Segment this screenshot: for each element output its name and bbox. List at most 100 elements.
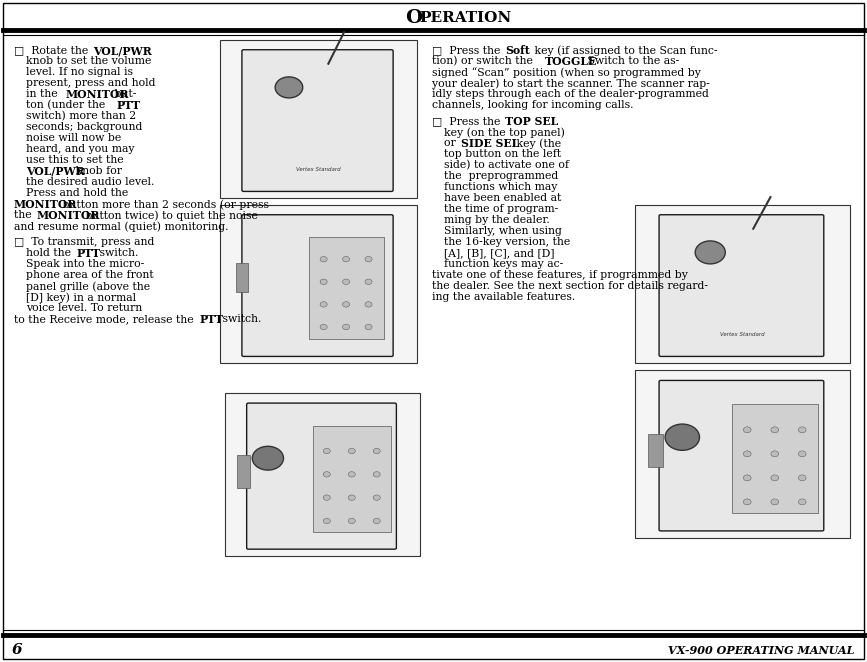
FancyBboxPatch shape bbox=[242, 50, 393, 191]
Text: PTT: PTT bbox=[116, 100, 140, 111]
Text: PTT: PTT bbox=[200, 314, 224, 325]
Text: switch) more than 2: switch) more than 2 bbox=[26, 111, 136, 121]
Circle shape bbox=[349, 448, 355, 453]
Text: ing the available features.: ing the available features. bbox=[432, 292, 575, 302]
Text: □  To transmit, press and: □ To transmit, press and bbox=[14, 237, 154, 247]
Circle shape bbox=[349, 495, 355, 500]
Text: PTT: PTT bbox=[76, 248, 101, 259]
Text: functions which may: functions which may bbox=[444, 182, 557, 192]
Text: □  Press the: □ Press the bbox=[432, 45, 504, 55]
Circle shape bbox=[373, 495, 381, 500]
Circle shape bbox=[365, 279, 372, 285]
Bar bbox=[236, 263, 248, 292]
Circle shape bbox=[323, 448, 330, 453]
Text: key (the: key (the bbox=[513, 138, 561, 148]
Text: voice level. To return: voice level. To return bbox=[26, 303, 142, 313]
FancyBboxPatch shape bbox=[659, 214, 824, 356]
Bar bbox=[309, 236, 383, 340]
Circle shape bbox=[342, 324, 349, 330]
Text: the desired audio level.: the desired audio level. bbox=[26, 177, 154, 187]
Text: Switch to the as-: Switch to the as- bbox=[583, 56, 679, 66]
Text: TOGGLE: TOGGLE bbox=[544, 56, 596, 67]
Text: TOP SEL: TOP SEL bbox=[505, 116, 558, 127]
Circle shape bbox=[320, 279, 327, 285]
Text: the time of program-: the time of program- bbox=[444, 204, 558, 214]
Text: 6: 6 bbox=[12, 643, 23, 657]
Circle shape bbox=[799, 427, 806, 433]
Text: Soft: Soft bbox=[505, 45, 530, 56]
Circle shape bbox=[771, 475, 779, 481]
Text: but-: but- bbox=[111, 89, 136, 99]
Bar bbox=[635, 370, 850, 538]
Text: ton (under the: ton (under the bbox=[26, 100, 112, 111]
Text: idly steps through each of the dealer-programmed: idly steps through each of the dealer-pr… bbox=[432, 89, 709, 99]
Bar bbox=[237, 455, 251, 487]
Text: the: the bbox=[14, 210, 36, 220]
Text: PERATION: PERATION bbox=[419, 11, 512, 25]
Text: use this to set the: use this to set the bbox=[26, 155, 124, 165]
Circle shape bbox=[323, 471, 330, 477]
Circle shape bbox=[743, 475, 751, 481]
Text: SIDE SEL: SIDE SEL bbox=[461, 138, 519, 149]
Text: □  Press the: □ Press the bbox=[432, 116, 504, 126]
Text: MONITOR: MONITOR bbox=[65, 89, 129, 100]
Circle shape bbox=[373, 448, 381, 453]
Text: switch.: switch. bbox=[219, 314, 262, 324]
Text: the dealer. See the next section for details regard-: the dealer. See the next section for det… bbox=[432, 281, 708, 291]
Text: in the: in the bbox=[26, 89, 62, 99]
Text: knob to set the volume: knob to set the volume bbox=[26, 56, 152, 66]
Circle shape bbox=[342, 302, 349, 307]
FancyBboxPatch shape bbox=[659, 381, 824, 531]
Text: have been enabled at: have been enabled at bbox=[444, 193, 561, 203]
Text: Speak into the micro-: Speak into the micro- bbox=[26, 259, 144, 269]
Circle shape bbox=[349, 471, 355, 477]
Text: tivate one of these features, if programmed by: tivate one of these features, if program… bbox=[432, 270, 688, 280]
Text: and resume normal (quiet) monitoring.: and resume normal (quiet) monitoring. bbox=[14, 221, 229, 232]
Bar bbox=[732, 404, 818, 513]
Text: the 16-key version, the: the 16-key version, the bbox=[444, 237, 570, 247]
Text: key (on the top panel): key (on the top panel) bbox=[444, 127, 565, 138]
Circle shape bbox=[373, 471, 381, 477]
Circle shape bbox=[799, 499, 806, 505]
Text: panel grille (above the: panel grille (above the bbox=[26, 281, 150, 291]
Text: □  Rotate the: □ Rotate the bbox=[14, 45, 92, 55]
Circle shape bbox=[342, 279, 349, 285]
Text: your dealer) to start the scanner. The scanner rap-: your dealer) to start the scanner. The s… bbox=[432, 78, 710, 89]
Circle shape bbox=[320, 256, 327, 262]
Text: MONITOR: MONITOR bbox=[36, 210, 100, 221]
Text: present, press and hold: present, press and hold bbox=[26, 78, 155, 88]
Bar bbox=[648, 434, 663, 467]
Text: hold the: hold the bbox=[26, 248, 75, 258]
Circle shape bbox=[320, 324, 327, 330]
Circle shape bbox=[373, 518, 381, 524]
Text: top button on the left: top button on the left bbox=[444, 149, 561, 159]
FancyBboxPatch shape bbox=[247, 403, 396, 549]
Text: [D] key) in a normal: [D] key) in a normal bbox=[26, 292, 136, 303]
Circle shape bbox=[252, 446, 284, 470]
Text: noise will now be: noise will now be bbox=[26, 133, 121, 143]
Text: [A], [B], [C], and [D]: [A], [B], [C], and [D] bbox=[444, 248, 555, 258]
Bar bbox=[313, 426, 391, 532]
Text: the  preprogrammed: the preprogrammed bbox=[444, 171, 558, 181]
Circle shape bbox=[349, 518, 355, 524]
Text: VOL/PWR: VOL/PWR bbox=[93, 45, 152, 56]
Circle shape bbox=[320, 302, 327, 307]
Circle shape bbox=[799, 451, 806, 457]
Text: button twice) to quiet the noise: button twice) to quiet the noise bbox=[82, 210, 257, 220]
Text: function keys may ac-: function keys may ac- bbox=[444, 259, 564, 269]
Text: button more than 2 seconds (or press: button more than 2 seconds (or press bbox=[60, 199, 270, 210]
Circle shape bbox=[743, 499, 751, 505]
Bar bbox=[220, 40, 417, 198]
Circle shape bbox=[323, 495, 330, 500]
Circle shape bbox=[771, 499, 779, 505]
Text: tion) or switch the: tion) or switch the bbox=[432, 56, 537, 66]
Text: signed “Scan” position (when so programmed by: signed “Scan” position (when so programm… bbox=[432, 67, 701, 77]
Text: Vertex Standard: Vertex Standard bbox=[720, 332, 765, 337]
Text: Similarly, when using: Similarly, when using bbox=[444, 226, 562, 236]
Circle shape bbox=[342, 256, 349, 262]
Text: switch.: switch. bbox=[96, 248, 139, 258]
Text: side) to activate one of: side) to activate one of bbox=[444, 160, 569, 170]
Circle shape bbox=[771, 427, 779, 433]
Text: or: or bbox=[444, 138, 460, 148]
Circle shape bbox=[275, 77, 303, 98]
